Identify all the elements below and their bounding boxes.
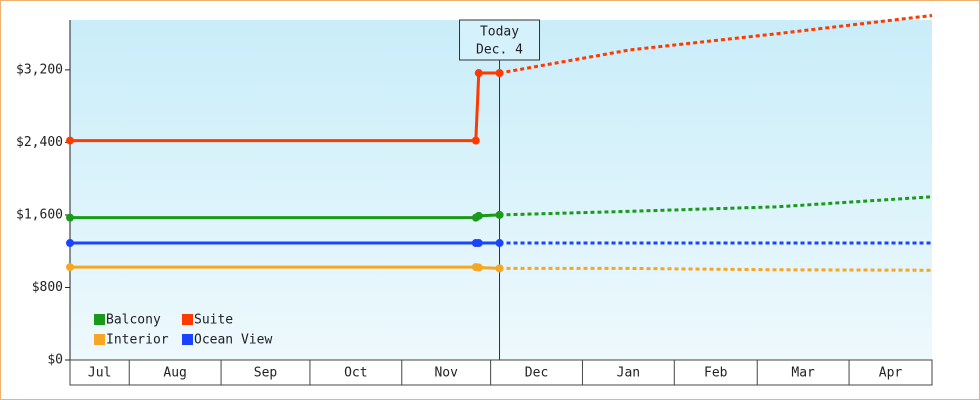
- price-point: [495, 69, 504, 78]
- price-line: [70, 71, 500, 143]
- price-point: [474, 263, 483, 272]
- legend-swatch: [94, 314, 105, 325]
- x-tick-label: Feb: [704, 366, 728, 381]
- forecast-line: [499, 13, 933, 75]
- price-point: [474, 211, 483, 220]
- forecast-line: [499, 266, 933, 272]
- today-date: Dec. 4: [476, 43, 523, 58]
- x-tick-label: Mar: [791, 366, 815, 381]
- x-tick-label: Nov: [434, 366, 458, 381]
- x-tick-label: Oct: [344, 366, 367, 381]
- y-tick-label: $0: [47, 353, 63, 368]
- today-box: [459, 19, 541, 61]
- price-point: [471, 136, 480, 145]
- y-tick-label: $800: [32, 280, 63, 295]
- price-point: [495, 210, 504, 219]
- price-point: [66, 239, 74, 248]
- legend-swatch: [182, 334, 193, 345]
- price-point: [66, 136, 74, 145]
- today-label: Today: [480, 25, 519, 40]
- price-point: [495, 239, 504, 248]
- legend-swatch: [94, 334, 105, 345]
- price-point: [66, 213, 74, 222]
- x-tick-label: Jan: [617, 366, 640, 381]
- price-point: [495, 264, 504, 273]
- legend-label: Ocean View: [194, 333, 272, 348]
- legend-label: Interior: [106, 333, 169, 348]
- x-tick-label: Apr: [879, 366, 903, 381]
- forecast-line: [499, 195, 933, 217]
- x-axis-strip: [69, 359, 933, 386]
- legend-label: Balcony: [106, 313, 161, 328]
- x-tick-label: Aug: [163, 366, 186, 381]
- y-tick-label: $2,400: [16, 135, 63, 150]
- legend-label: Suite: [194, 313, 233, 328]
- price-point: [474, 69, 483, 78]
- y-tick-label: $3,200: [16, 62, 63, 77]
- y-tick-label: $1,600: [16, 207, 63, 222]
- price-point: [474, 239, 483, 248]
- price-line: [70, 265, 500, 270]
- legend-swatch: [182, 314, 193, 325]
- x-tick-label: Dec: [525, 366, 548, 381]
- x-tick-label: Sep: [254, 366, 278, 381]
- x-tick-label: Jul: [88, 366, 111, 381]
- price-point: [66, 263, 74, 272]
